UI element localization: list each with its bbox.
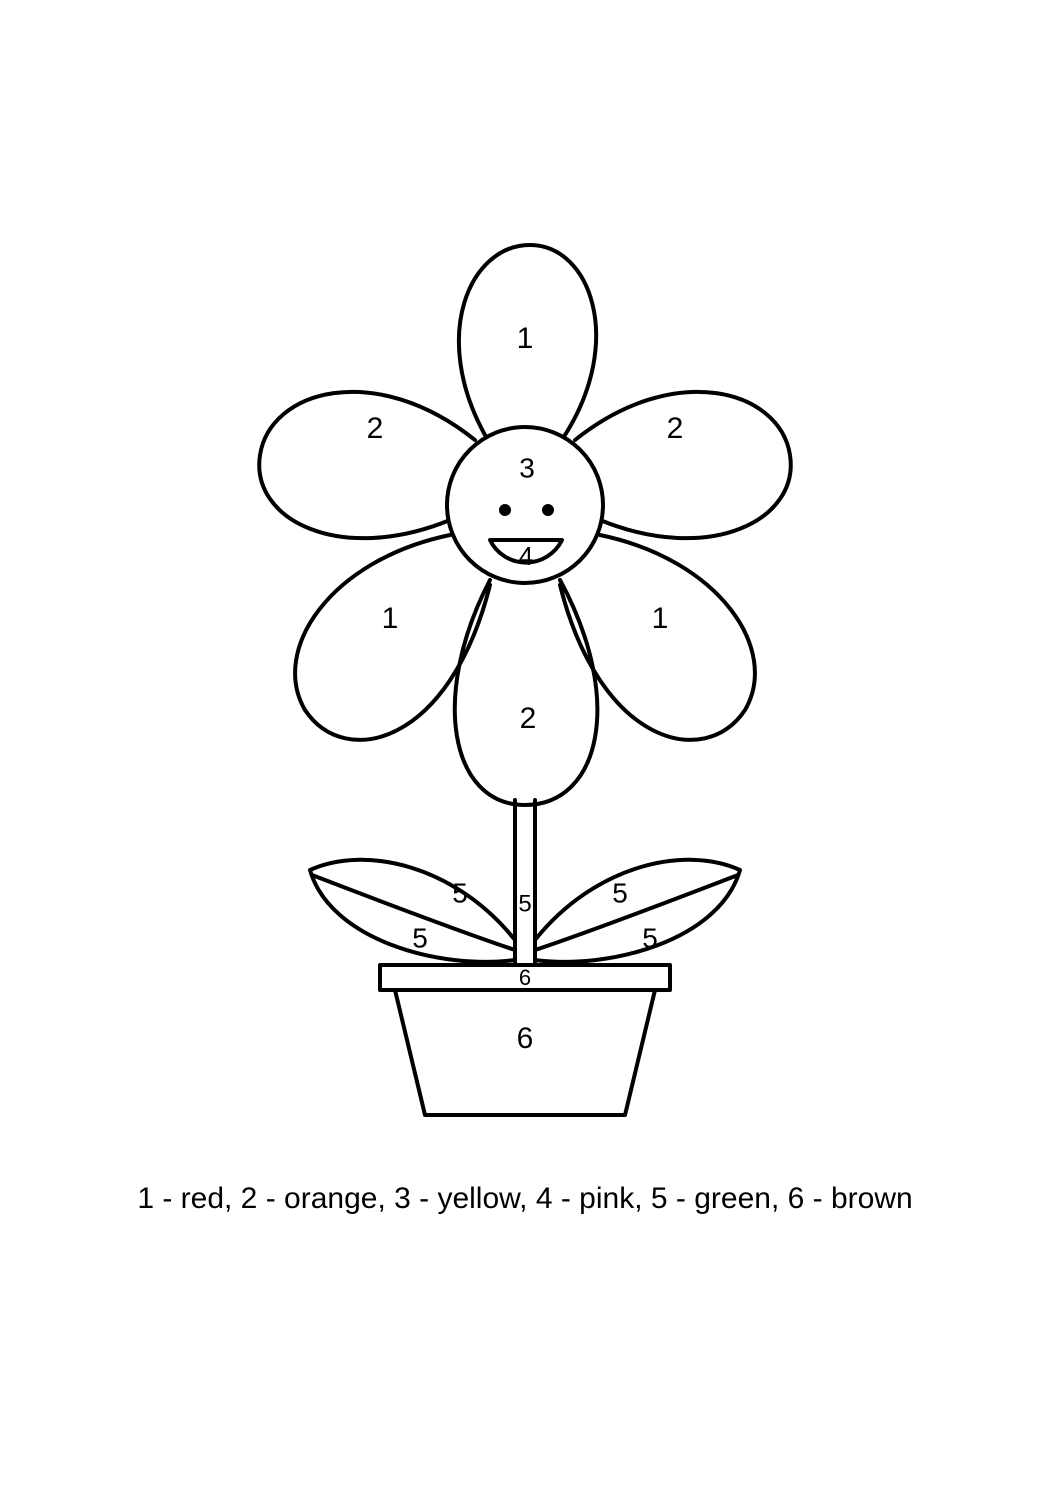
petal-lower-right	[560, 535, 755, 740]
mouth-number: 4	[519, 541, 533, 571]
left-eye	[499, 504, 511, 516]
stem-number: 5	[518, 890, 531, 917]
right-leaf-vein	[535, 875, 738, 950]
petal-lower-left-number: 1	[382, 602, 399, 635]
face-number: 3	[519, 452, 535, 483]
left-leaf-lower-number: 5	[412, 922, 428, 953]
right-leaf-lower-number: 5	[642, 922, 658, 953]
petal-bottom-number: 2	[520, 702, 537, 735]
right-leaf	[535, 860, 740, 962]
petal-upper-right-number: 2	[667, 412, 684, 445]
petal-upper-left-number: 2	[367, 412, 384, 445]
petal-bottom	[455, 580, 598, 805]
petal-top-number: 1	[517, 322, 534, 355]
coloring-page: 1 2 1 2 1 2 3 4 5 5 5 5 5 6 6 1 - red, 2…	[0, 0, 1050, 1485]
pot-rim-number: 6	[519, 965, 531, 990]
pot-body-number: 6	[517, 1022, 534, 1055]
right-leaf-upper-number: 5	[612, 877, 628, 908]
right-eye	[542, 504, 554, 516]
left-leaf-upper-number: 5	[452, 877, 468, 908]
stem	[515, 800, 535, 965]
color-legend: 1 - red, 2 - orange, 3 - yellow, 4 - pin…	[0, 1182, 1050, 1216]
petal-lower-right-number: 1	[652, 602, 669, 635]
petal-lower-left	[295, 535, 490, 740]
flower-drawing: 1 2 1 2 1 2 3 4 5 5 5 5 5 6 6	[0, 0, 1050, 1485]
